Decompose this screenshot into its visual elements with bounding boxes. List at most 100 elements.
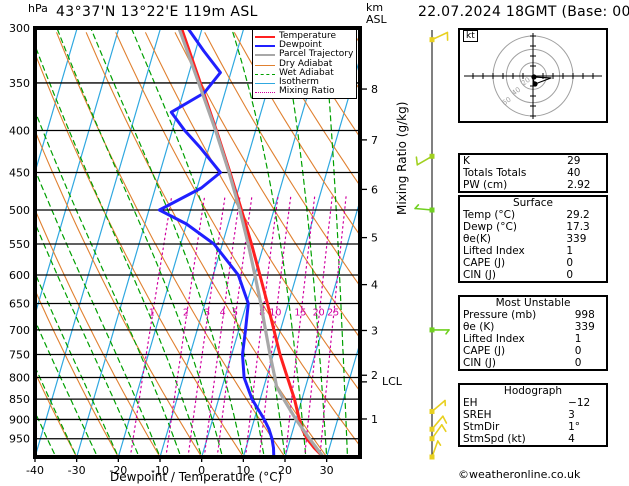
svg-text:650: 650 (9, 298, 30, 311)
legend-item: Parcel Trajectory (255, 50, 353, 59)
legend-swatch-temperature (255, 32, 277, 41)
svg-text:25: 25 (327, 308, 339, 319)
data-row: CIN (J) 0 (460, 357, 606, 369)
svg-text:2: 2 (371, 369, 378, 382)
row-label: CAPE (J) (463, 257, 506, 269)
legend-label: Dewpoint (279, 40, 322, 51)
svg-text:-10: -10 (151, 464, 169, 477)
svg-text:300: 300 (9, 22, 30, 35)
panel-title: Surface (512, 197, 553, 209)
svg-text:6: 6 (371, 183, 378, 196)
data-row: θe(K) 339 (460, 233, 606, 245)
copyright-notice: ©weatheronline.co.uk (458, 468, 580, 481)
row-label: Totals Totals (463, 167, 527, 179)
svg-text:1: 1 (149, 308, 155, 319)
svg-text:-40: -40 (26, 464, 44, 477)
height-axis: 1 2 3 4 5 6 7 8 (360, 83, 378, 426)
row-label: Temp (°C) (463, 209, 516, 221)
row-label: StmSpd (kt) (463, 433, 526, 445)
wind-barbs (414, 30, 450, 460)
hodograph-stats-panel: Hodograph EH −12 SREH 3 StmDir 1° StmSpd (kt) 4 (458, 383, 608, 447)
row-label: Lifted Index (463, 333, 525, 345)
legend-item: Isotherm (255, 77, 353, 88)
row-label: Dewp (°C) (463, 221, 517, 233)
legend-label: Isotherm (279, 77, 319, 88)
height-unit-label: km (366, 1, 384, 14)
row-label: SREH (463, 409, 492, 421)
panel-title: Most Unstable (495, 297, 571, 309)
data-row: Lifted Index 1 (460, 333, 606, 345)
svg-text:8: 8 (371, 83, 378, 96)
hodograph-panel: 20 40 60 (458, 28, 608, 123)
row-value: 1° (568, 421, 580, 433)
svg-text:450: 450 (9, 166, 30, 179)
row-label: EH (463, 397, 478, 409)
plot-frame (33, 26, 362, 459)
row-value: 29.2 (566, 209, 590, 221)
row-label: PW (cm) (463, 179, 508, 191)
legend-label: Wet Adiabat (279, 67, 334, 78)
data-row: θe (K) 339 (460, 321, 606, 333)
row-value: 2.92 (567, 179, 591, 191)
row-value: 998 (574, 309, 595, 321)
sounding-profiles (157, 28, 325, 457)
legend-swatch-dry-adiabat (255, 60, 277, 69)
data-row: Dewp (°C) 17.3 (460, 221, 606, 233)
x-axis-title: Dewpoint / Temperature (°C) (110, 470, 283, 484)
svg-text:-20: -20 (109, 464, 127, 477)
svg-text:2: 2 (183, 308, 189, 319)
row-label: Pressure (mb) (463, 309, 537, 321)
pressure-unit-label: hPa (28, 2, 48, 15)
row-value: 40 (567, 167, 581, 179)
panel-title: Hodograph (503, 385, 563, 397)
data-row: Lifted Index 1 (460, 245, 606, 257)
svg-text:5: 5 (232, 308, 238, 319)
data-row: PW (cm) 2.92 (460, 179, 606, 191)
data-row: StmSpd (kt) 4 (460, 433, 606, 445)
hodograph-unit-label: kt (463, 30, 478, 42)
legend-item: Dewpoint (255, 40, 353, 51)
row-value: 29 (567, 155, 581, 167)
pressure-gridlines (35, 27, 360, 440)
row-label: Lifted Index (463, 245, 525, 257)
svg-text:40: 40 (510, 86, 522, 98)
legend-item: Mixing Ratio (255, 87, 353, 96)
legend-swatch-isotherm (255, 78, 277, 87)
svg-text:800: 800 (9, 371, 30, 384)
indices-panel: K 29 Totals Totals 40 PW (cm) 2.92 (458, 153, 608, 193)
row-value: 0 (574, 345, 582, 357)
svg-text:550: 550 (9, 238, 30, 251)
height-asl-label: ASL (366, 13, 387, 26)
svg-text:950: 950 (9, 433, 30, 446)
svg-text:20: 20 (278, 464, 292, 477)
row-label: θe(K) (463, 233, 491, 245)
legend-swatch-wet-adiabat (255, 69, 277, 78)
station-title: 43°37'N 13°22'E 119m ASL (56, 4, 258, 20)
legend-label: Temperature (279, 31, 337, 41)
legend-item: Temperature (255, 31, 353, 41)
svg-text:3: 3 (371, 324, 378, 337)
svg-text:4: 4 (220, 308, 226, 319)
legend-label: Mixing Ratio (279, 86, 335, 97)
row-value: 0 (574, 357, 582, 369)
row-value: 339 (574, 321, 595, 333)
panel-title-row: Hodograph (460, 385, 606, 397)
legend-swatch-dewpoint (255, 41, 277, 50)
legend-item: Dry Adiabat (255, 59, 353, 69)
pressure-axis: 300 350 400 450 500 550 600 650 700 750 800 850 900 9… (9, 22, 30, 446)
row-value: 3 (568, 409, 575, 421)
surface-panel: Surface Temp (°C) 29.2 Dewp (°C) 17.3 θe(K) 33… (458, 195, 608, 283)
svg-text:700: 700 (9, 324, 30, 337)
row-label: StmDir (463, 421, 500, 433)
row-label: CAPE (J) (463, 345, 506, 357)
legend-item: Wet Adiabat (255, 67, 353, 78)
copyright-icon: © (458, 468, 469, 481)
row-label: θe (K) (463, 321, 495, 333)
data-row: CAPE (J) 0 (460, 257, 606, 269)
skewt-background-lines (35, 28, 360, 457)
legend: Temperature Dewpoint Parcel Trajectory Dry … (252, 29, 358, 100)
svg-text:10: 10 (236, 464, 250, 477)
row-value: 0 (566, 257, 574, 269)
svg-text:15: 15 (294, 308, 306, 319)
